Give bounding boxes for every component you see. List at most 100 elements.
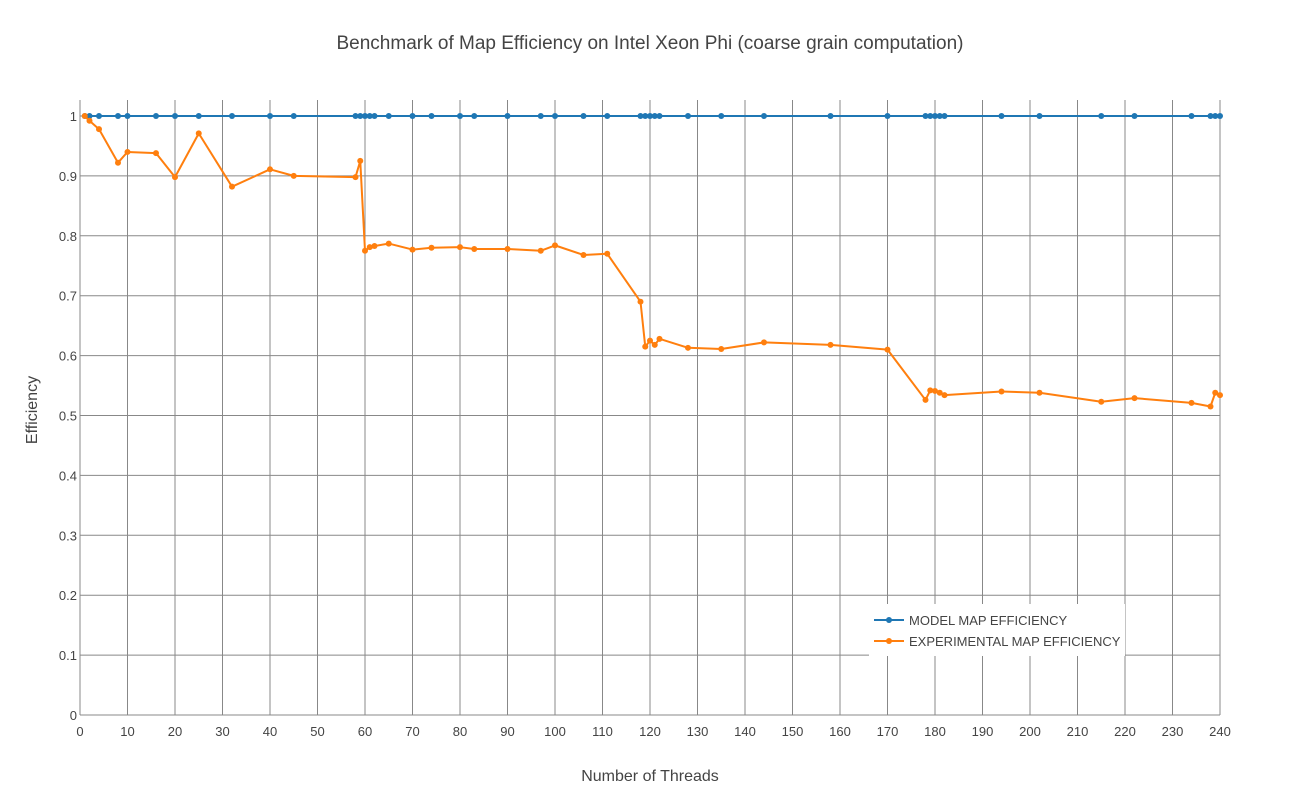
data-point-experimental[interactable] [552, 242, 558, 249]
data-point-model[interactable] [761, 113, 767, 119]
data-point-experimental[interactable] [1207, 403, 1214, 410]
data-point-experimental[interactable] [371, 242, 378, 249]
data-point-model[interactable] [366, 113, 373, 119]
data-point-experimental[interactable] [428, 244, 435, 251]
data-point-model[interactable] [385, 113, 392, 119]
data-point-experimental[interactable] [115, 159, 121, 166]
data-point-model[interactable] [195, 113, 202, 119]
data-point-experimental[interactable] [409, 246, 416, 253]
data-point-experimental[interactable] [642, 343, 649, 350]
data-point-experimental[interactable] [922, 396, 929, 403]
data-point-experimental[interactable] [927, 387, 934, 394]
data-point-model[interactable] [471, 113, 478, 119]
data-point-experimental[interactable] [195, 130, 202, 137]
data-point-model[interactable] [927, 113, 934, 119]
data-point-experimental[interactable] [290, 172, 297, 179]
data-point-model[interactable] [115, 113, 121, 119]
data-point-model[interactable] [504, 113, 511, 119]
data-point-experimental[interactable] [457, 244, 463, 251]
data-point-model[interactable] [1098, 113, 1105, 119]
data-point-model[interactable] [685, 113, 691, 119]
data-point-model[interactable] [941, 113, 948, 119]
data-point-experimental[interactable] [656, 335, 663, 342]
data-point-model[interactable] [718, 113, 725, 119]
data-point-experimental[interactable] [637, 298, 644, 305]
data-point-experimental[interactable] [1098, 398, 1105, 405]
data-point-model[interactable] [357, 113, 364, 119]
data-point-model[interactable] [409, 113, 416, 119]
data-point-experimental[interactable] [96, 126, 102, 133]
data-point-model[interactable] [651, 113, 658, 119]
data-point-experimental[interactable] [357, 157, 364, 164]
data-point-experimental[interactable] [827, 341, 834, 348]
data-point-model[interactable] [1217, 113, 1223, 119]
data-point-model[interactable] [172, 113, 178, 119]
data-point-experimental[interactable] [936, 389, 943, 396]
x-axis-ticks: 0 10 20 30 40 50 60 70 80 90 100 110 120 130 140 150 160… [76, 724, 1230, 739]
data-point-model[interactable] [1036, 113, 1043, 119]
data-point-experimental[interactable] [366, 244, 373, 251]
data-point-model[interactable] [580, 113, 587, 119]
data-point-model[interactable] [922, 113, 929, 119]
data-point-model[interactable] [371, 113, 378, 119]
data-point-experimental[interactable] [471, 245, 478, 252]
data-point-experimental[interactable] [685, 344, 691, 351]
data-point-model[interactable] [1207, 113, 1214, 119]
data-point-experimental[interactable] [1217, 392, 1223, 399]
data-point-model[interactable] [656, 113, 663, 119]
data-point-model[interactable] [229, 113, 235, 119]
data-point-model[interactable] [153, 113, 159, 119]
data-point-model[interactable] [86, 113, 93, 119]
data-point-model[interactable] [637, 113, 644, 119]
data-point-model[interactable] [352, 113, 359, 119]
data-point-experimental[interactable] [580, 251, 587, 258]
data-point-model[interactable] [1212, 113, 1219, 119]
data-point-experimental[interactable] [718, 346, 725, 353]
data-point-experimental[interactable] [362, 247, 368, 254]
data-point-experimental[interactable] [761, 339, 767, 346]
data-point-model[interactable] [936, 113, 943, 119]
data-point-experimental[interactable] [229, 183, 235, 190]
data-point-model[interactable] [457, 113, 463, 119]
data-point-experimental[interactable] [352, 174, 359, 181]
data-point-experimental[interactable] [172, 174, 178, 181]
data-point-model[interactable] [998, 113, 1005, 119]
data-point-experimental[interactable] [647, 337, 653, 344]
data-point-experimental[interactable] [1131, 395, 1138, 402]
data-point-experimental[interactable] [998, 388, 1005, 395]
data-point-experimental[interactable] [941, 392, 948, 399]
data-point-experimental[interactable] [604, 250, 611, 257]
data-point-experimental[interactable] [124, 148, 131, 155]
data-point-experimental[interactable] [504, 245, 511, 252]
data-point-experimental[interactable] [651, 341, 658, 348]
data-point-model[interactable] [267, 113, 273, 119]
data-point-model[interactable] [290, 113, 297, 119]
data-point-model[interactable] [124, 113, 131, 119]
data-point-experimental[interactable] [86, 117, 93, 124]
data-point-experimental[interactable] [1036, 389, 1043, 396]
data-point-model[interactable] [552, 113, 558, 119]
data-point-model[interactable] [537, 113, 544, 119]
data-point-experimental[interactable] [153, 150, 159, 157]
data-point-model[interactable] [1131, 113, 1138, 119]
data-point-model[interactable] [362, 113, 368, 119]
data-point-experimental[interactable] [884, 346, 891, 353]
data-point-experimental[interactable] [1188, 399, 1195, 406]
data-point-experimental[interactable] [81, 113, 88, 119]
data-point-experimental[interactable] [1212, 389, 1219, 396]
data-point-model[interactable] [932, 113, 938, 119]
data-point-experimental[interactable] [932, 387, 938, 394]
data-point-experimental[interactable] [267, 166, 273, 173]
data-point-model[interactable] [604, 113, 611, 119]
data-point-experimental[interactable] [537, 247, 544, 254]
data-point-model[interactable] [428, 113, 435, 119]
legend[interactable]: MODEL MAP EFFICIENCY EXPERIMENTAL MAP EF… [869, 604, 1125, 656]
data-point-model[interactable] [647, 113, 653, 119]
data-point-model[interactable] [884, 113, 891, 119]
y-tick-label: 0.2 [59, 588, 77, 603]
data-point-model[interactable] [96, 113, 102, 119]
data-point-model[interactable] [827, 113, 834, 119]
data-point-model[interactable] [1188, 113, 1195, 119]
data-point-experimental[interactable] [385, 240, 392, 247]
data-point-model[interactable] [642, 113, 649, 119]
